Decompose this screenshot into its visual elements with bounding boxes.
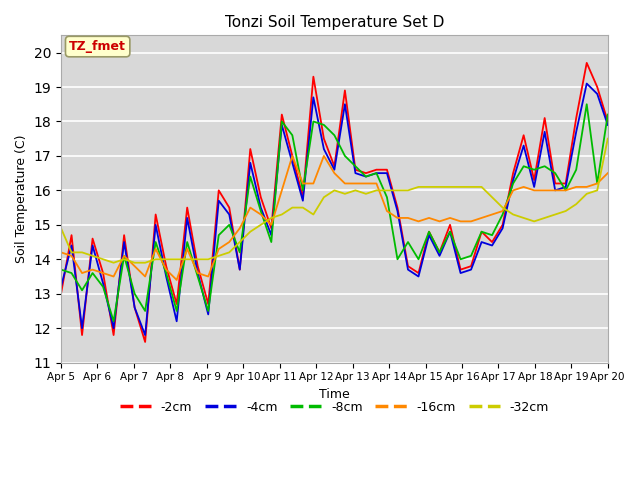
X-axis label: Time: Time	[319, 388, 350, 401]
Title: Tonzi Soil Temperature Set D: Tonzi Soil Temperature Set D	[225, 15, 444, 30]
Text: TZ_fmet: TZ_fmet	[69, 40, 126, 53]
Legend: -2cm, -4cm, -8cm, -16cm, -32cm: -2cm, -4cm, -8cm, -16cm, -32cm	[115, 396, 554, 419]
Y-axis label: Soil Temperature (C): Soil Temperature (C)	[15, 135, 28, 263]
